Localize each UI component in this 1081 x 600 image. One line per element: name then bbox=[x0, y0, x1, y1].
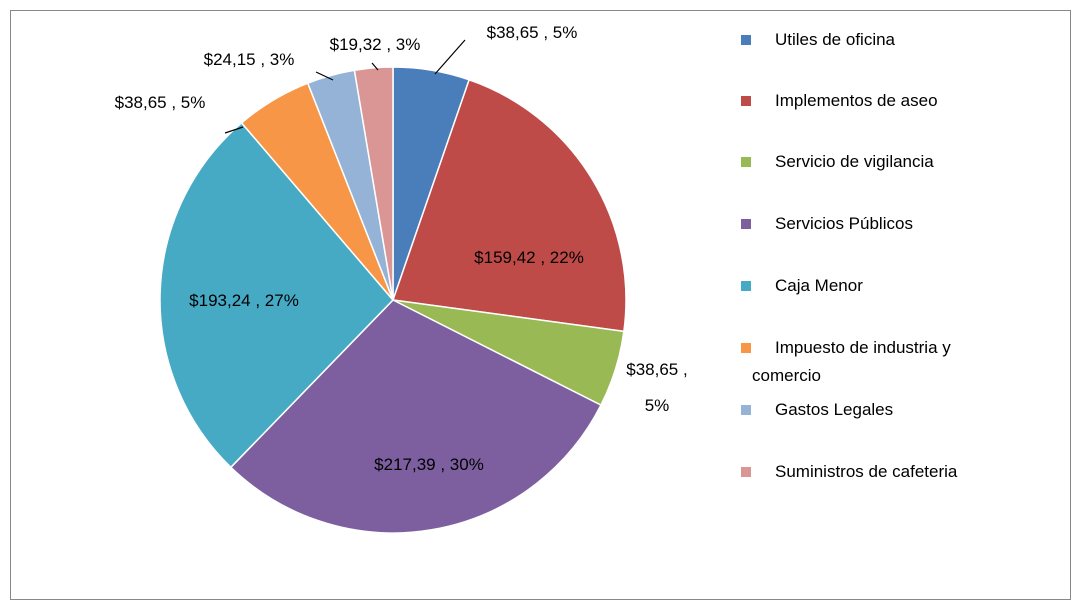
leader-line bbox=[371, 62, 379, 71]
legend-label: Servicios Públicos bbox=[775, 214, 913, 233]
legend-swatch bbox=[741, 405, 751, 415]
leader-line bbox=[434, 39, 466, 75]
data-label: $24,15 , 3% bbox=[203, 50, 295, 69]
legend-label: Implementos de aseo bbox=[775, 91, 938, 110]
data-label: $38,65 , 5% bbox=[486, 23, 578, 42]
data-label: $217,39 , 30% bbox=[374, 455, 484, 474]
legend-label: Caja Menor bbox=[775, 276, 863, 295]
leader-line bbox=[315, 71, 334, 81]
legend-label: Suministros de cafeteria bbox=[775, 462, 958, 481]
legend-swatch bbox=[741, 343, 751, 353]
legend-swatch bbox=[741, 96, 751, 106]
data-label: $19,32 , 3% bbox=[329, 35, 421, 54]
legend-swatch bbox=[741, 281, 751, 291]
data-label: $38,65 , 5% bbox=[626, 360, 688, 415]
legend-swatch bbox=[741, 467, 751, 477]
legend-swatch bbox=[741, 157, 751, 167]
leader-line bbox=[224, 126, 244, 134]
legend-label: Utiles de oficina bbox=[775, 30, 896, 49]
pie-slice bbox=[229, 299, 602, 534]
legend-swatch bbox=[741, 219, 751, 229]
legend-label: Impuesto de industria y comercio bbox=[752, 338, 951, 385]
data-label: $193,24 , 27% bbox=[189, 291, 299, 310]
data-label: $38,65 , 5% bbox=[114, 93, 206, 112]
legend-label: Gastos Legales bbox=[775, 400, 894, 419]
pie-slice bbox=[159, 121, 395, 469]
pie-slice bbox=[391, 78, 627, 333]
legend-label: Servicio de vigilancia bbox=[775, 152, 934, 171]
legend-swatch bbox=[741, 35, 751, 45]
data-label: $159,42 , 22% bbox=[474, 248, 584, 267]
pie-slice bbox=[353, 66, 394, 301]
